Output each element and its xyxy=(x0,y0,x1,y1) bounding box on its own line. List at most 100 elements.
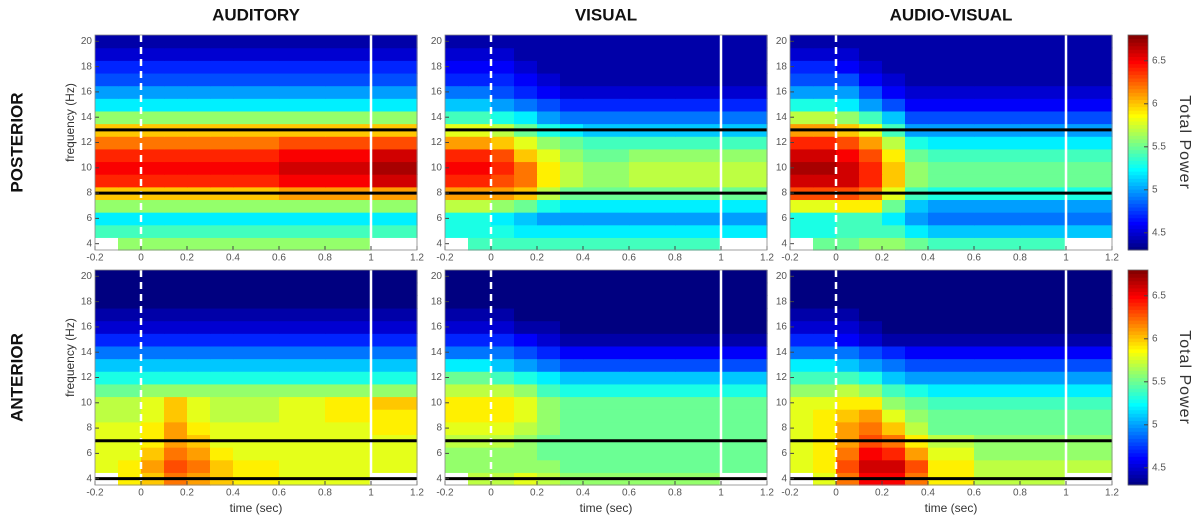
heat-cell xyxy=(118,110,142,125)
heat-cell xyxy=(721,47,768,61)
heat-cell xyxy=(560,282,584,296)
heat-cell xyxy=(629,295,676,309)
heat-cell xyxy=(859,161,883,175)
heat-cell xyxy=(141,307,165,322)
heat-cell xyxy=(537,110,561,125)
x-tick-label: 0.2 xyxy=(180,253,194,264)
colorbar-step xyxy=(1128,117,1148,122)
colorbar-step xyxy=(1128,246,1148,251)
heat-cell xyxy=(859,459,883,473)
heat-cell xyxy=(118,161,142,175)
y-tick-label: 8 xyxy=(436,423,442,434)
heat-cell xyxy=(560,383,584,398)
heat-cell xyxy=(813,72,837,87)
heat-cell xyxy=(468,333,492,347)
heat-cell xyxy=(1066,282,1113,296)
x-tick-label: 1 xyxy=(718,488,724,499)
heat-cell xyxy=(1020,136,1067,150)
heat-cell xyxy=(537,237,561,251)
heat-cell xyxy=(882,60,906,74)
colorbar-step xyxy=(1128,381,1148,386)
heat-cell xyxy=(491,447,515,461)
heat-cell xyxy=(537,72,561,87)
heat-cell xyxy=(233,358,280,372)
heat-cell xyxy=(928,110,975,125)
heat-cell xyxy=(813,320,837,334)
heat-cell xyxy=(164,174,188,188)
heat-cell xyxy=(118,396,142,410)
x-tick-label: -0.2 xyxy=(86,488,104,499)
heat-cell xyxy=(882,237,906,251)
heat-cell xyxy=(836,148,860,163)
colorbar-step xyxy=(1128,45,1148,50)
heat-cell xyxy=(790,295,814,309)
heat-cell xyxy=(675,320,722,334)
heat-cell xyxy=(583,174,630,188)
heat-cell xyxy=(141,295,165,309)
heat-cell xyxy=(928,47,975,61)
x-tick-label: 0 xyxy=(488,253,494,264)
y-tick-label: 20 xyxy=(431,36,443,47)
colorbar-step xyxy=(1128,189,1148,194)
heat-cell xyxy=(721,212,768,226)
heat-cell xyxy=(279,409,326,423)
heat-cell xyxy=(468,295,492,309)
heat-cell xyxy=(325,358,372,372)
colorbar-step xyxy=(1128,341,1148,346)
heat-cell xyxy=(974,447,1021,461)
colorbar-step xyxy=(1128,442,1148,447)
heat-cell xyxy=(836,345,860,360)
heat-cell xyxy=(371,358,418,372)
y-tick-label: 10 xyxy=(431,397,443,408)
heat-cell xyxy=(882,161,906,175)
heat-cell xyxy=(836,161,860,175)
heat-cell xyxy=(187,270,211,284)
heat-cell xyxy=(233,136,280,150)
heat-cell xyxy=(1066,212,1113,226)
heat-cell xyxy=(882,447,906,461)
heat-cell xyxy=(629,85,676,99)
heat-cell xyxy=(1020,345,1067,360)
x-tick-label: 1 xyxy=(1063,488,1069,499)
colorbar-step xyxy=(1128,85,1148,90)
heat-cell xyxy=(790,421,814,436)
x-tick-label: 0.2 xyxy=(530,253,544,264)
heat-cell xyxy=(187,282,211,296)
heat-cell xyxy=(325,409,372,423)
heat-cell xyxy=(279,72,326,87)
heat-cell xyxy=(279,270,326,284)
y-tick-label: 14 xyxy=(431,347,443,358)
x-tick-label: 1.2 xyxy=(410,253,424,264)
heat-cell xyxy=(233,295,280,309)
heat-cell xyxy=(141,35,165,49)
heat-cell xyxy=(974,199,1021,213)
heat-cell xyxy=(836,98,860,112)
x-tick-label: 0.8 xyxy=(1013,253,1027,264)
x-tick-label: 0.4 xyxy=(576,488,590,499)
heat-cell xyxy=(210,72,234,87)
heat-cell xyxy=(675,199,722,213)
heat-cell xyxy=(974,47,1021,61)
heat-cell xyxy=(629,174,676,188)
heat-cell xyxy=(445,174,469,188)
heat-cell xyxy=(491,199,515,213)
heat-cell xyxy=(1020,447,1067,461)
colorbar-step xyxy=(1128,345,1148,350)
colorbar-step xyxy=(1128,228,1148,233)
heat-cell xyxy=(629,383,676,398)
heat-cell xyxy=(233,282,280,296)
heat-cell xyxy=(445,345,469,360)
heat-cell xyxy=(118,333,142,347)
heat-cell xyxy=(187,345,211,360)
colorbar-step xyxy=(1128,373,1148,378)
heat-cell xyxy=(790,110,814,125)
heat-cell xyxy=(629,345,676,360)
panel: -0.2 0 0.2 0.4 0.6 0.8 1 1.2 4 6 8 10 12 14 16 18 20 time… xyxy=(7,269,424,515)
heat-cell xyxy=(118,224,142,238)
colorbar-step xyxy=(1128,330,1148,335)
colorbar-step xyxy=(1128,203,1148,208)
heat-cell xyxy=(836,110,860,125)
heat-cell xyxy=(210,35,234,49)
heat-cell xyxy=(1066,110,1113,125)
panel: -0.2 0 0.2 0.4 0.6 0.8 1 1.2 4 6 8 10 12 14 16 18 20 AUDI… xyxy=(776,5,1193,263)
